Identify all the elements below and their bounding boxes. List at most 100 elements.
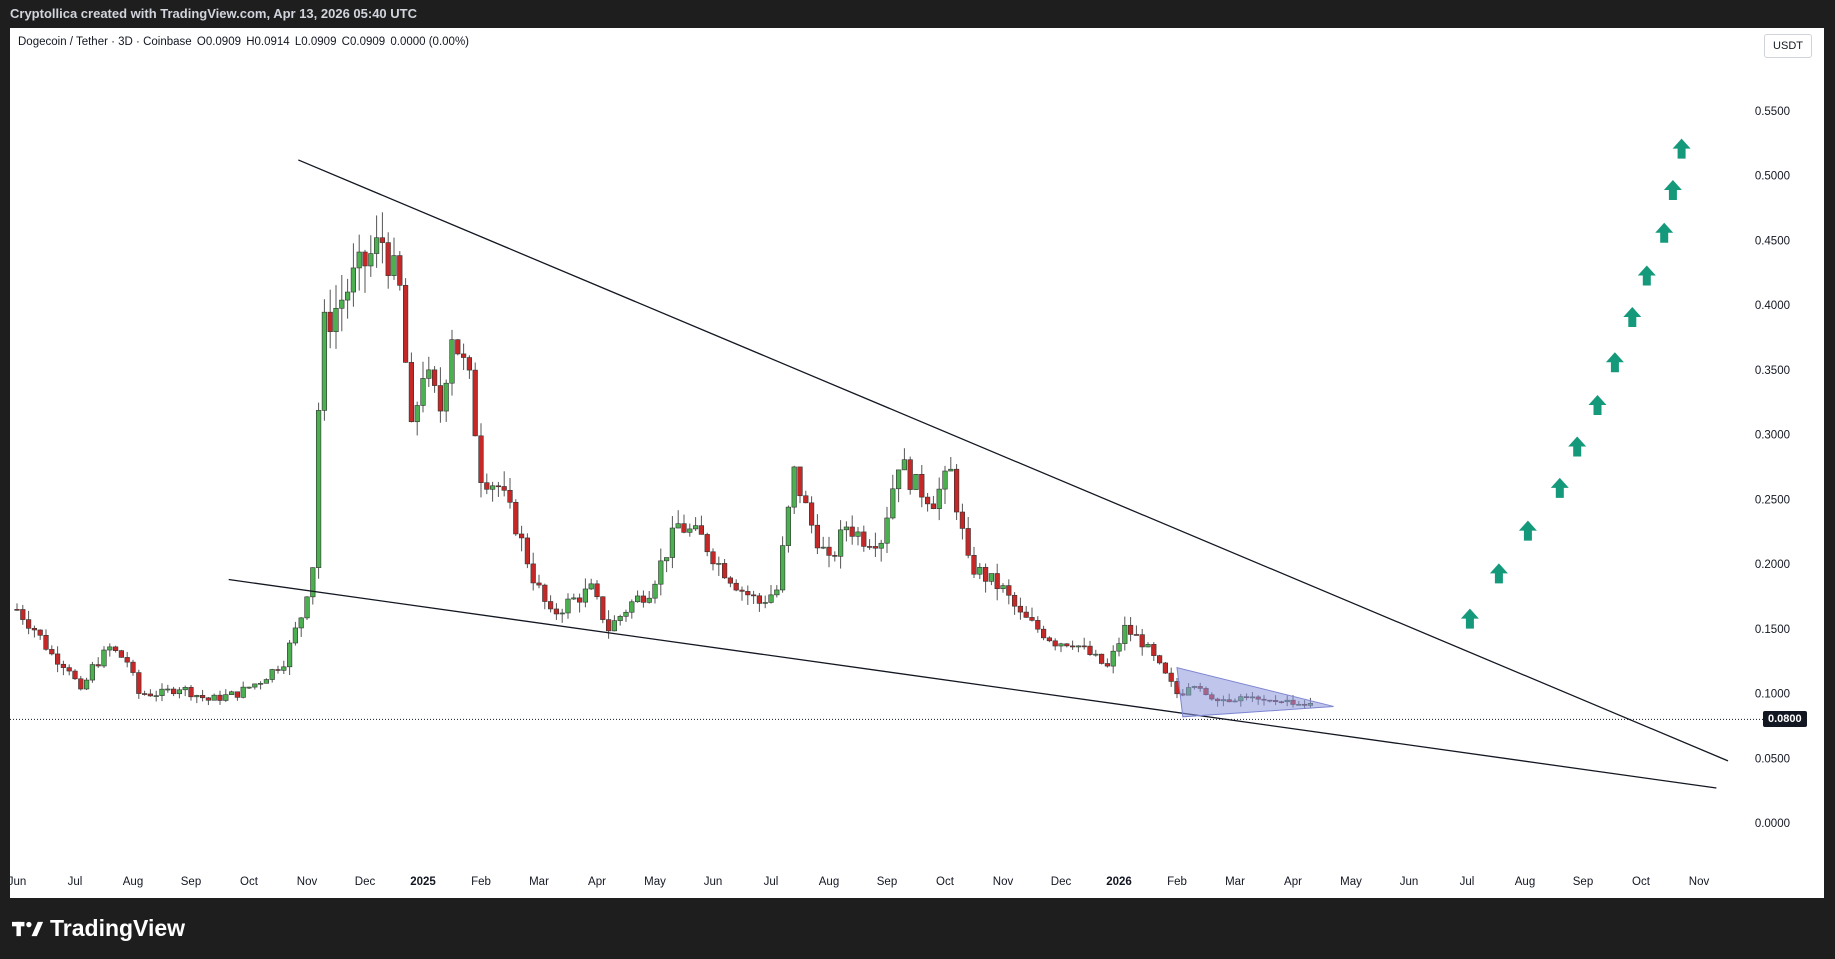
- x-tick-label: Jul: [1460, 876, 1475, 888]
- candle-body: [733, 582, 739, 591]
- candle-body: [692, 525, 699, 530]
- up-arrow-icon[interactable]: [1655, 222, 1674, 243]
- candle-body: [721, 563, 728, 579]
- price-chart[interactable]: 0.5500 0.5000 0.4500 0.4000 0.3500 0.3000 0.25…: [10, 28, 1824, 898]
- candle-body: [333, 307, 339, 332]
- up-arrow-icon[interactable]: [1489, 563, 1508, 584]
- candle-body: [982, 567, 989, 582]
- candle-body: [153, 695, 159, 697]
- x-tick-label: Sep: [1573, 876, 1593, 888]
- tradingview-brand[interactable]: TradingView: [12, 915, 185, 942]
- triangle-pattern[interactable]: [1176, 666, 1334, 718]
- candle-body: [350, 267, 357, 293]
- candle-body: [258, 682, 264, 685]
- x-tick-label: Aug: [819, 876, 839, 888]
- trendline-lower[interactable]: [228, 578, 1717, 789]
- up-arrow-icon[interactable]: [1518, 520, 1537, 541]
- candle-body: [994, 573, 1000, 590]
- candle-body: [54, 653, 61, 665]
- candle-body: [460, 353, 467, 358]
- candle-body: [1000, 585, 1006, 590]
- candle-body: [321, 311, 328, 411]
- candle-body: [1168, 672, 1174, 682]
- x-tick-label: Dec: [355, 876, 376, 888]
- up-arrow-icon[interactable]: [1623, 306, 1642, 327]
- candle-body: [547, 601, 554, 610]
- candle-body: [530, 563, 536, 584]
- candle-body: [1023, 611, 1029, 618]
- candle-body: [176, 689, 183, 695]
- candle-body: [1133, 634, 1139, 636]
- candle-body: [89, 664, 95, 681]
- x-tick-label: Apr: [1284, 876, 1302, 888]
- up-arrow-icon[interactable]: [1663, 180, 1682, 201]
- candle-body: [246, 686, 252, 689]
- candle-body: [443, 382, 449, 412]
- candle-body: [1157, 655, 1163, 664]
- candle-body: [745, 591, 751, 596]
- x-tick-label: Mar: [529, 876, 549, 888]
- up-arrow-icon[interactable]: [1588, 395, 1607, 416]
- candle-body: [20, 609, 26, 620]
- candle-body: [646, 597, 652, 603]
- candle-body: [1151, 644, 1157, 656]
- x-tick-label: Jul: [764, 876, 779, 888]
- candle-body: [171, 688, 177, 695]
- candle-body: [565, 598, 571, 614]
- chart-area[interactable]: 0.5500 0.5000 0.4500 0.4000 0.3500 0.3000 0.25…: [10, 28, 1824, 898]
- candle-body: [31, 628, 38, 631]
- candle-body: [275, 669, 281, 671]
- up-arrow-icon[interactable]: [1605, 352, 1624, 373]
- candle-body: [188, 687, 194, 698]
- candle-body: [669, 527, 675, 558]
- y-tick-label: 0.1500: [1755, 624, 1790, 636]
- candle-body: [1011, 594, 1018, 607]
- candle-body: [1116, 643, 1122, 652]
- candle-body: [663, 557, 670, 562]
- candle-body: [849, 526, 855, 537]
- up-arrow-icon[interactable]: [1568, 436, 1587, 457]
- up-arrow-icon[interactable]: [1637, 265, 1656, 286]
- candle-body: [768, 594, 774, 603]
- candle-body: [588, 583, 594, 590]
- x-tick-label: Aug: [1515, 876, 1535, 888]
- x-tick-label: Nov: [1689, 876, 1710, 888]
- candle-body: [165, 688, 171, 691]
- candle-body: [605, 619, 612, 632]
- candle-body: [1087, 645, 1093, 655]
- candle-body: [988, 573, 994, 582]
- candle-body: [820, 546, 826, 549]
- up-arrow-icon[interactable]: [1460, 608, 1479, 629]
- y-tick-label: 0.0000: [1755, 818, 1790, 830]
- currency-unit-button[interactable]: USDT: [1764, 34, 1812, 58]
- candle-body: [1104, 663, 1110, 667]
- candle-body: [1046, 637, 1052, 642]
- candle-body: [919, 473, 925, 498]
- candle-body: [1041, 628, 1047, 639]
- candle-body: [582, 588, 588, 603]
- chart-credit-bar: Cryptollica created with TradingView.com…: [0, 0, 1835, 28]
- trendline-upper[interactable]: [298, 159, 1729, 762]
- candle-body: [797, 466, 803, 497]
- candle-body: [1017, 605, 1023, 613]
- candle-body: [159, 688, 165, 696]
- candle-body: [727, 577, 733, 584]
- candle-body: [658, 560, 664, 585]
- candle-body: [252, 683, 258, 688]
- candle-body: [623, 611, 629, 617]
- symbol-name[interactable]: Dogecoin / Tether · 3D · Coinbase: [18, 36, 192, 48]
- candle-body: [832, 555, 838, 557]
- candle-body: [629, 601, 635, 613]
- candle-body: [449, 339, 455, 384]
- candle-body: [948, 468, 954, 472]
- candle-body: [286, 642, 293, 668]
- candle-body: [518, 533, 525, 539]
- up-arrow-icon[interactable]: [1672, 138, 1691, 159]
- up-arrow-icon[interactable]: [1550, 477, 1569, 498]
- candle-body: [298, 617, 304, 629]
- symbol-legend[interactable]: Dogecoin / Tether · 3D · Coinbase O0.090…: [18, 36, 469, 48]
- candle-body: [269, 669, 275, 680]
- legend-low: L0.0909: [294, 36, 337, 48]
- candle-body: [675, 523, 681, 529]
- candle-body: [1029, 617, 1035, 621]
